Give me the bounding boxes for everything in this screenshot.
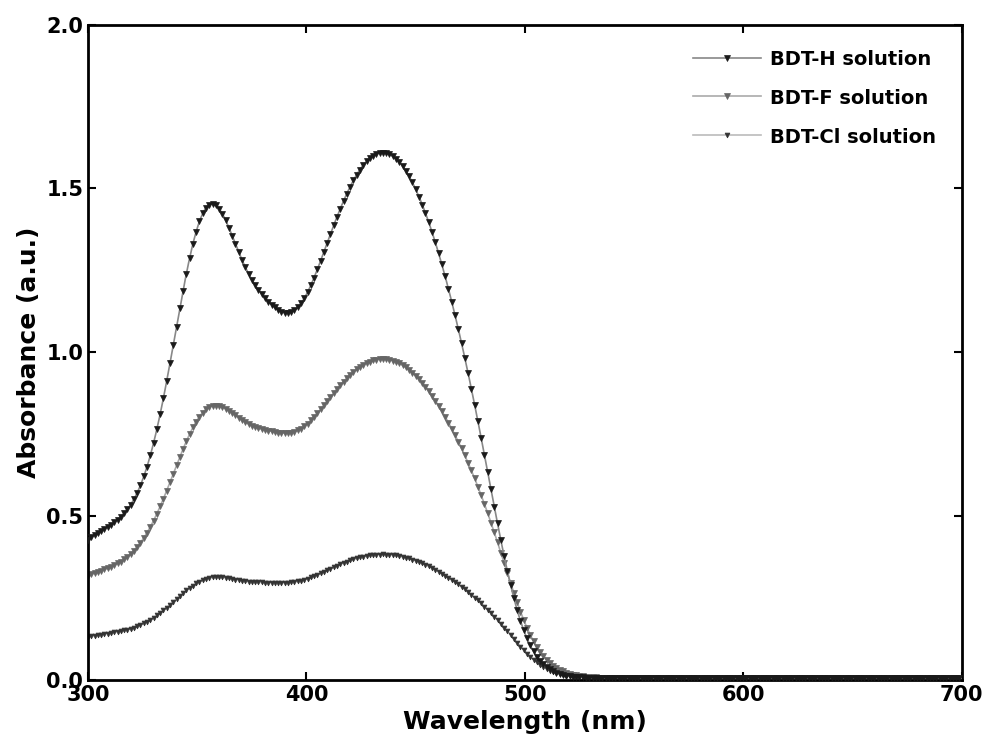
BDT-Cl solution bbox=[956, 674, 968, 683]
BDT-H solution bbox=[82, 535, 94, 544]
BDT-Cl solution bbox=[636, 674, 648, 683]
BDT-H solution bbox=[948, 674, 960, 683]
BDT-H solution bbox=[312, 262, 324, 271]
BDT-H solution bbox=[481, 462, 493, 471]
BDT-Cl solution bbox=[377, 550, 389, 559]
Line: BDT-H solution: BDT-H solution bbox=[85, 149, 965, 682]
BDT-H solution bbox=[377, 148, 389, 157]
X-axis label: Wavelength (nm): Wavelength (nm) bbox=[403, 710, 647, 734]
BDT-F solution bbox=[481, 505, 493, 514]
BDT-F solution bbox=[312, 408, 324, 417]
BDT-F solution bbox=[210, 401, 222, 410]
BDT-Cl solution bbox=[312, 570, 324, 579]
Line: BDT-Cl solution: BDT-Cl solution bbox=[86, 552, 964, 681]
BDT-Cl solution bbox=[481, 605, 493, 614]
BDT-Cl solution bbox=[210, 572, 222, 581]
BDT-Cl solution bbox=[948, 674, 960, 683]
Y-axis label: Absorbance (a.u.): Absorbance (a.u.) bbox=[17, 227, 41, 478]
BDT-F solution bbox=[636, 674, 648, 683]
BDT-Cl solution bbox=[200, 575, 212, 584]
BDT-H solution bbox=[200, 204, 212, 213]
Legend: BDT-H solution, BDT-F solution, BDT-Cl solution: BDT-H solution, BDT-F solution, BDT-Cl s… bbox=[677, 35, 952, 162]
Line: BDT-F solution: BDT-F solution bbox=[85, 356, 964, 681]
BDT-H solution bbox=[636, 674, 648, 683]
BDT-F solution bbox=[82, 571, 94, 580]
BDT-F solution bbox=[200, 405, 212, 414]
BDT-H solution bbox=[210, 201, 222, 210]
BDT-H solution bbox=[956, 674, 968, 683]
BDT-F solution bbox=[377, 354, 389, 363]
BDT-F solution bbox=[948, 674, 960, 683]
BDT-Cl solution bbox=[82, 632, 94, 641]
BDT-F solution bbox=[956, 674, 968, 683]
